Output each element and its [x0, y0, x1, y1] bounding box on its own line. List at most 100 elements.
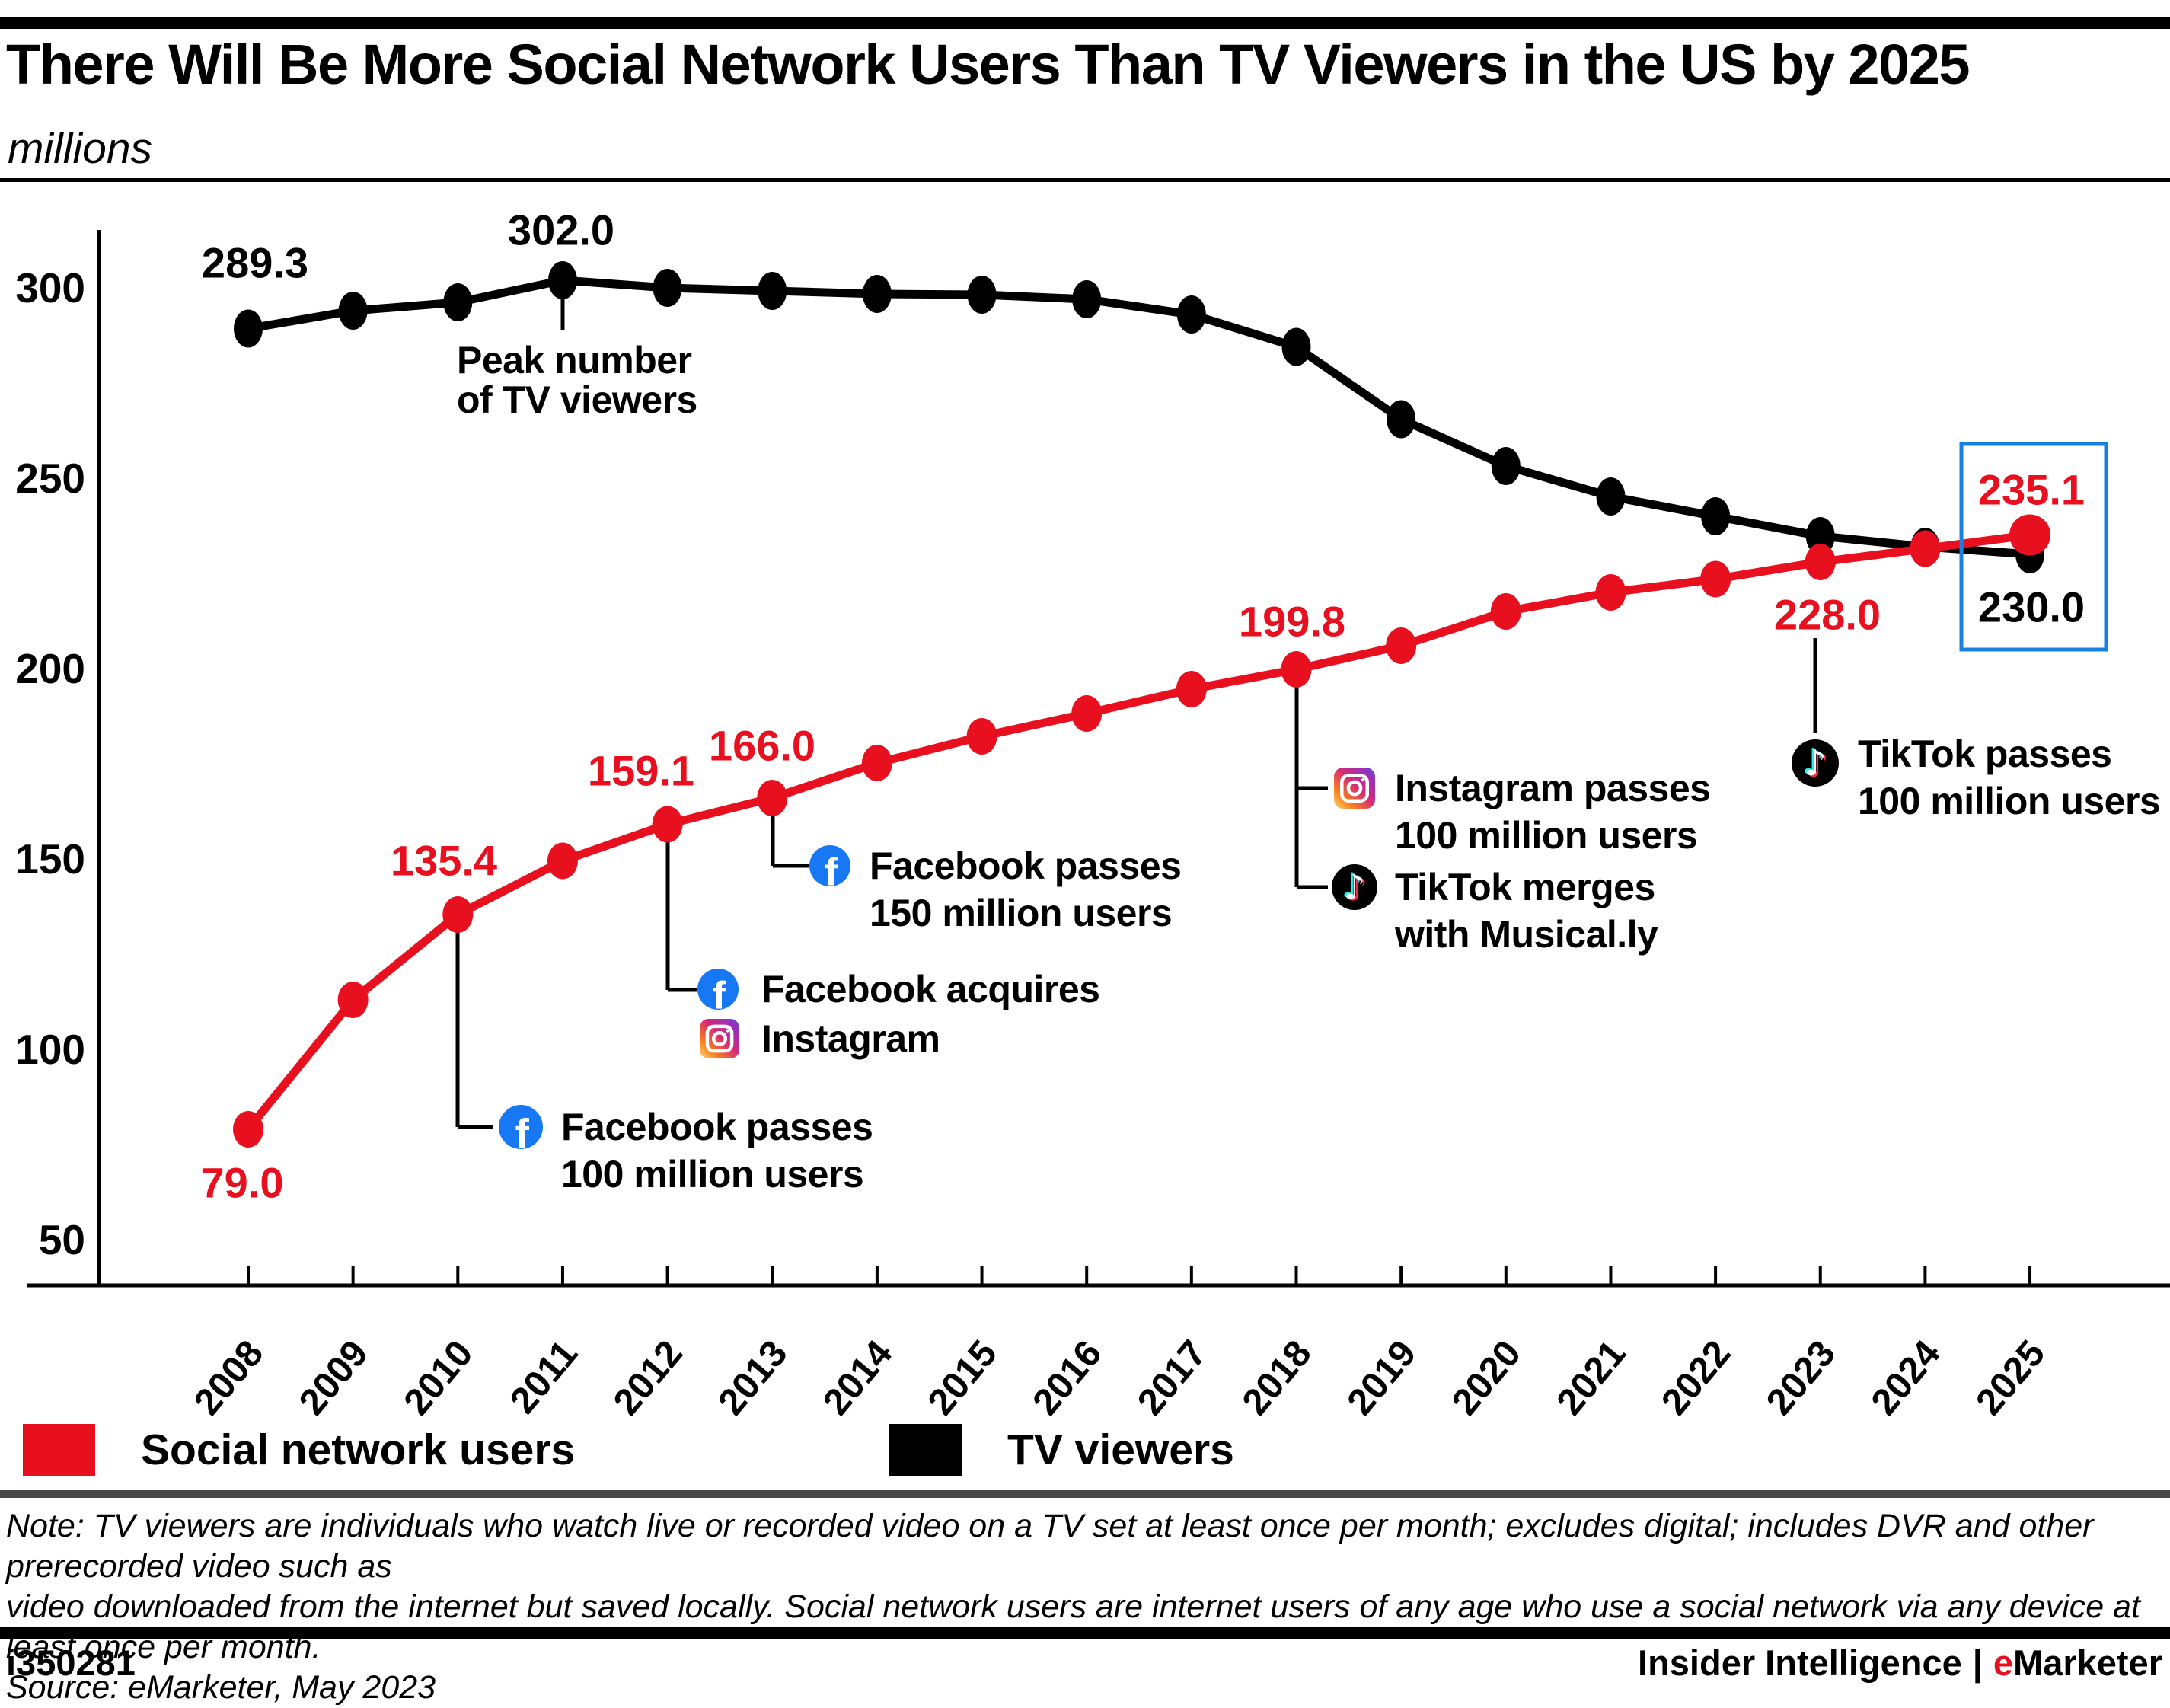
x-tick-label: 2021	[1549, 1333, 1633, 1416]
facebook-icon: f	[809, 845, 850, 894]
legend-label-social: Social network users	[141, 1425, 576, 1474]
tv-viewers-point	[547, 261, 577, 299]
annotation-text: Facebook acquires	[761, 968, 1099, 1010]
social-users-point	[1490, 593, 1521, 630]
tv-viewers-point	[1701, 497, 1731, 535]
social-users-point	[1805, 544, 1836, 580]
x-tick-label: 2015	[921, 1333, 1005, 1416]
annotation-tiktok-100m: TikTok passes 100 million users	[1813, 638, 2161, 822]
social-users-point	[1281, 651, 1312, 688]
svg-text:♪: ♪	[1801, 741, 1824, 782]
facebook-icon: f	[697, 969, 739, 1017]
x-tick-label: 2023	[1759, 1333, 1843, 1416]
annotation-insta-100m: Instagram passes 100 million users	[1294, 681, 1711, 857]
brand-insider: Insider Intelligence	[1638, 1643, 1962, 1683]
value-label: 289.3	[202, 239, 308, 287]
annotation-text: Instagram passes	[1395, 767, 1710, 809]
social-users-point	[1910, 530, 1941, 567]
annotation-text: TikTok merges	[1395, 866, 1655, 908]
annotation-text: 100 million users	[1858, 780, 2160, 822]
tv-viewers-point	[338, 292, 368, 330]
x-tick-label: 2010	[396, 1333, 480, 1416]
x-tick-label: 2014	[815, 1333, 900, 1416]
social-users-point	[1071, 695, 1103, 732]
annotation-text: 150 million users	[870, 892, 1172, 934]
y-tick-label: 200	[15, 645, 85, 692]
annotation-tiktok-musically: TikTok merges with Musical.ly	[1294, 788, 1659, 956]
social-users-point	[1176, 671, 1207, 707]
value-label: 199.8	[1239, 598, 1345, 646]
svg-text:♪: ♪	[1342, 866, 1364, 906]
tv-viewers-point	[1072, 280, 1102, 318]
x-tick-label: 2024	[1863, 1333, 1948, 1416]
annotation-fb-100m: Facebook passes 100 million users	[455, 926, 873, 1196]
brand-emarketer-accent: e	[1993, 1643, 2014, 1683]
social-users-point	[547, 842, 578, 880]
social-users-point	[652, 806, 683, 843]
legend-swatch-tv	[889, 1424, 962, 1476]
legend-label-tv: TV viewers	[1007, 1425, 1234, 1474]
value-label: 230.0	[1978, 583, 2085, 631]
y-tick-label: 150	[15, 835, 85, 883]
x-tick-label: 2018	[1234, 1333, 1319, 1416]
value-label: 228.0	[1774, 591, 1881, 639]
x-tick-label: 2022	[1654, 1333, 1738, 1416]
tiktok-icon: ♪♪♪	[1792, 739, 1839, 787]
social-users-line	[244, 531, 2031, 1132]
annotation-text: with Musical.ly	[1394, 913, 1658, 956]
value-label: 166.0	[709, 722, 815, 770]
tiktok-icon: ♪♪♪	[1332, 864, 1377, 910]
annotation-text: of TV viewers	[457, 378, 697, 421]
y-tick-label: 300	[15, 264, 85, 311]
x-tick-label: 2009	[292, 1333, 376, 1416]
annotation-fb-150m: Facebook passes 150 million users	[771, 809, 1182, 934]
annotation-fb-acquires-insta: Facebook acquires Instagram	[665, 835, 1100, 1060]
instagram-icon	[1334, 768, 1375, 809]
social-users-point	[861, 745, 892, 781]
forecast-highlight-box	[1959, 442, 2108, 652]
footer-row: i350281 Insider Intelligence | eMarketer	[0, 1642, 2170, 1687]
notes-divider	[0, 1490, 2170, 1498]
chart-id: i350281	[6, 1643, 136, 1683]
svg-text:f: f	[515, 1110, 530, 1157]
tv-viewers-point	[234, 309, 263, 348]
units-subtitle: millions	[8, 124, 153, 173]
x-tick-label: 2012	[606, 1333, 691, 1416]
note-line-1: Note: TV viewers are individuals who wat…	[6, 1508, 2094, 1585]
social-users-point	[2009, 514, 2051, 556]
svg-text:♪: ♪	[1804, 742, 1827, 784]
tv-viewers-point	[1491, 447, 1521, 485]
social-users-point	[1595, 574, 1626, 611]
page-title: There Will Be More Social Network Users …	[6, 33, 1971, 96]
facebook-icon: f	[499, 1105, 543, 1157]
value-label: 135.4	[391, 837, 497, 885]
social-users-point	[337, 982, 369, 1018]
annotation-text: 100 million users	[1395, 814, 1697, 857]
brand-emarketer-rest: Marketer	[2013, 1643, 2162, 1683]
tv-viewers-point	[862, 275, 892, 313]
value-label: 302.0	[508, 206, 614, 254]
y-tick-label: 250	[15, 455, 85, 502]
svg-text:♪: ♪	[1346, 869, 1368, 909]
x-tick-label: 2019	[1339, 1333, 1424, 1416]
legend-swatch-social	[23, 1424, 95, 1476]
svg-text:f: f	[713, 974, 726, 1017]
x-tick-label: 2025	[1968, 1333, 2053, 1416]
x-tick-label: 2008	[187, 1333, 271, 1416]
value-label: 235.1	[1978, 466, 2085, 514]
tv-viewers-point	[653, 269, 682, 307]
x-tick-label: 2013	[710, 1333, 795, 1416]
tv-viewers-point	[1176, 295, 1206, 334]
header-rule	[0, 178, 2170, 182]
x-tick-label: 2017	[1130, 1333, 1214, 1416]
chart-legend: Social network users TV viewers	[0, 1421, 2170, 1482]
value-label: 79.0	[201, 1159, 284, 1207]
social-users-point	[757, 780, 788, 816]
annotation-text: Peak number	[457, 339, 692, 382]
tv-viewers-point	[1596, 477, 1626, 516]
x-tick-label: 2016	[1025, 1333, 1109, 1416]
